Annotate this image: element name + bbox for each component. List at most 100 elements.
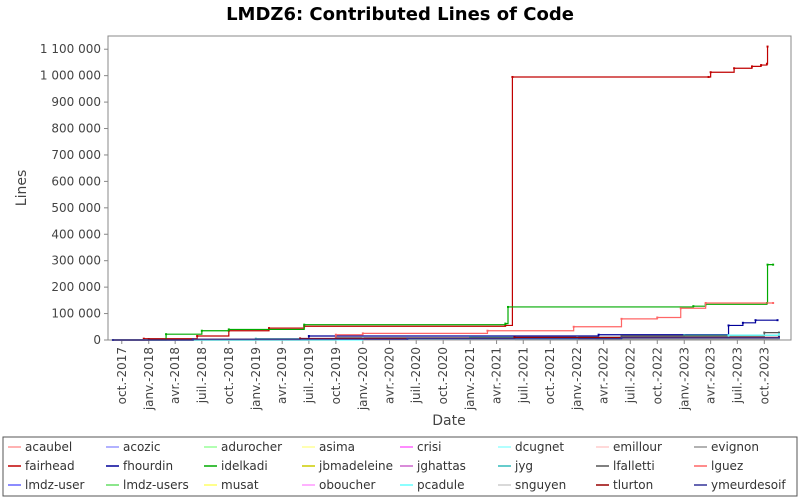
data-point-fhourdin xyxy=(307,335,310,338)
data-point-fhourdin xyxy=(727,324,730,327)
data-point-fairhead xyxy=(709,71,712,74)
data-point-idelkadi xyxy=(227,328,230,331)
data-point-ymeurdesoif xyxy=(777,336,780,339)
y-axis: 0 100 000 200 000 300 000 400 000 500 000 600 … xyxy=(40,42,108,347)
data-point-lguez xyxy=(334,333,337,336)
series-layer xyxy=(111,45,780,341)
data-point-lfalletti xyxy=(777,331,780,334)
y-tick-label: 300 000 xyxy=(51,254,101,268)
x-tick-label: oct.-2018 xyxy=(222,347,236,404)
data-point-pcadule xyxy=(727,334,730,337)
data-point-idelkadi xyxy=(766,263,769,266)
y-tick-label: 700 000 xyxy=(51,148,101,162)
data-point-ymeurdesoif xyxy=(406,337,409,340)
data-point-fairhead xyxy=(267,327,270,330)
data-point-fairhead xyxy=(511,75,514,78)
x-tick-label: juil.-2019 xyxy=(302,347,316,404)
x-tick-label: avr.-2019 xyxy=(275,347,289,404)
data-point-lguez xyxy=(679,307,682,310)
data-point-idelkadi xyxy=(303,323,306,326)
data-point-fhourdin xyxy=(597,333,600,336)
data-point-evignon xyxy=(777,338,780,341)
legend-item-oboucher: oboucher xyxy=(319,478,375,492)
data-point-tlurton xyxy=(513,336,516,339)
data-point-fhourdin xyxy=(776,319,779,322)
legend-item-adurocher: adurocher xyxy=(221,440,282,454)
data-point-lfalletti xyxy=(763,331,766,334)
data-point-fairhead xyxy=(142,337,145,340)
x-tick-label: janv.-2023 xyxy=(677,347,691,411)
data-point-fairhead xyxy=(750,65,753,68)
data-point-ymeurdesoif xyxy=(111,339,114,341)
data-point-idelkadi xyxy=(504,322,507,325)
data-point-fairhead xyxy=(196,335,199,338)
legend-item-lmdz-user: lmdz-user xyxy=(25,478,85,492)
data-point-fhourdin xyxy=(741,321,744,324)
data-point-pcadule xyxy=(777,333,780,336)
data-point-lguez xyxy=(704,301,707,304)
x-tick-label: janv.-2019 xyxy=(249,347,263,411)
legend-item-jbmadeleine: jbmadeleine xyxy=(318,459,393,473)
y-tick-label: 1 100 000 xyxy=(40,42,101,56)
data-point-jyg xyxy=(683,334,686,337)
x-tick-label: janv.-2020 xyxy=(356,347,370,411)
y-tick-label: 500 000 xyxy=(51,201,101,215)
data-point-idelkadi xyxy=(772,263,775,266)
legend-item-acozic: acozic xyxy=(123,440,161,454)
x-axis: oct.-2017 janv.-2018 avr.-2018 juil.-2018 oc… xyxy=(115,340,771,411)
x-tick-label: oct.-2021 xyxy=(543,347,557,404)
legend-item-jghattas: jghattas xyxy=(416,459,466,473)
data-point-idelkadi xyxy=(692,305,695,308)
y-tick-label: 200 000 xyxy=(51,280,101,294)
legend-item-musat: musat xyxy=(221,478,259,492)
data-point-fhourdin xyxy=(754,319,757,322)
chart-title: LMDZ6: Contributed Lines of Code xyxy=(226,4,574,25)
legend-item-lfalletti: lfalletti xyxy=(613,459,655,473)
x-tick-label: juil.-2020 xyxy=(409,347,423,404)
y-tick-label: 1 000 000 xyxy=(40,69,101,83)
data-point-idelkadi xyxy=(200,329,203,332)
legend-item-fairhead: fairhead xyxy=(25,459,75,473)
x-tick-label: avr.-2021 xyxy=(490,347,504,404)
data-point-lguez xyxy=(620,317,623,320)
x-tick-label: oct.-2019 xyxy=(329,347,343,404)
x-tick-label: avr.-2018 xyxy=(168,347,182,404)
y-tick-label: 900 000 xyxy=(51,95,101,109)
data-point-fairhead xyxy=(760,64,763,67)
data-point-fairhead xyxy=(733,67,736,70)
data-point-tlurton xyxy=(147,338,150,341)
legend-item-idelkadi: idelkadi xyxy=(221,459,268,473)
data-point-lguez xyxy=(656,316,659,319)
legend-item-jyg: jyg xyxy=(514,459,533,473)
series-line-lguez xyxy=(112,302,774,341)
x-tick-label: oct.-2022 xyxy=(650,347,664,404)
x-tick-label: juil.-2023 xyxy=(730,347,744,404)
x-tick-label: janv.-2021 xyxy=(463,347,477,411)
plot-area xyxy=(107,35,792,341)
legend-item-acaubel: acaubel xyxy=(25,440,72,454)
y-tick-label: 800 000 xyxy=(51,122,101,136)
y-tick-label: 400 000 xyxy=(51,227,101,241)
data-point-ymeurdesoif xyxy=(620,336,623,339)
legend-item-dcugnet: dcugnet xyxy=(515,440,564,454)
legend-item-fhourdin: fhourdin xyxy=(123,459,173,473)
legend-item-snguyen: snguyen xyxy=(515,478,566,492)
x-tick-label: janv.-2022 xyxy=(570,347,584,411)
data-point-lguez xyxy=(772,301,775,304)
x-tick-label: janv.-2018 xyxy=(142,347,156,411)
legend-item-ymeurdesoif: ymeurdesoif xyxy=(711,478,786,492)
y-axis-label: Lines xyxy=(14,170,30,206)
y-tick-label: 100 000 xyxy=(51,307,101,321)
data-point-idelkadi xyxy=(507,305,510,308)
legend-item-tlurton: tlurton xyxy=(613,478,653,492)
data-point-fairhead xyxy=(766,45,769,48)
x-tick-label: oct.-2017 xyxy=(115,347,129,404)
x-tick-label: oct.-2023 xyxy=(757,347,771,404)
x-tick-label: avr.-2022 xyxy=(597,347,611,404)
x-tick-label: juil.-2018 xyxy=(195,347,209,404)
legend-item-emillour: emillour xyxy=(613,440,662,454)
legend: acaubel acozic adurocher asima crisi dcugnet e… xyxy=(8,440,786,492)
data-point-lfalletti xyxy=(620,335,623,338)
x-axis-label: Date xyxy=(432,413,465,429)
